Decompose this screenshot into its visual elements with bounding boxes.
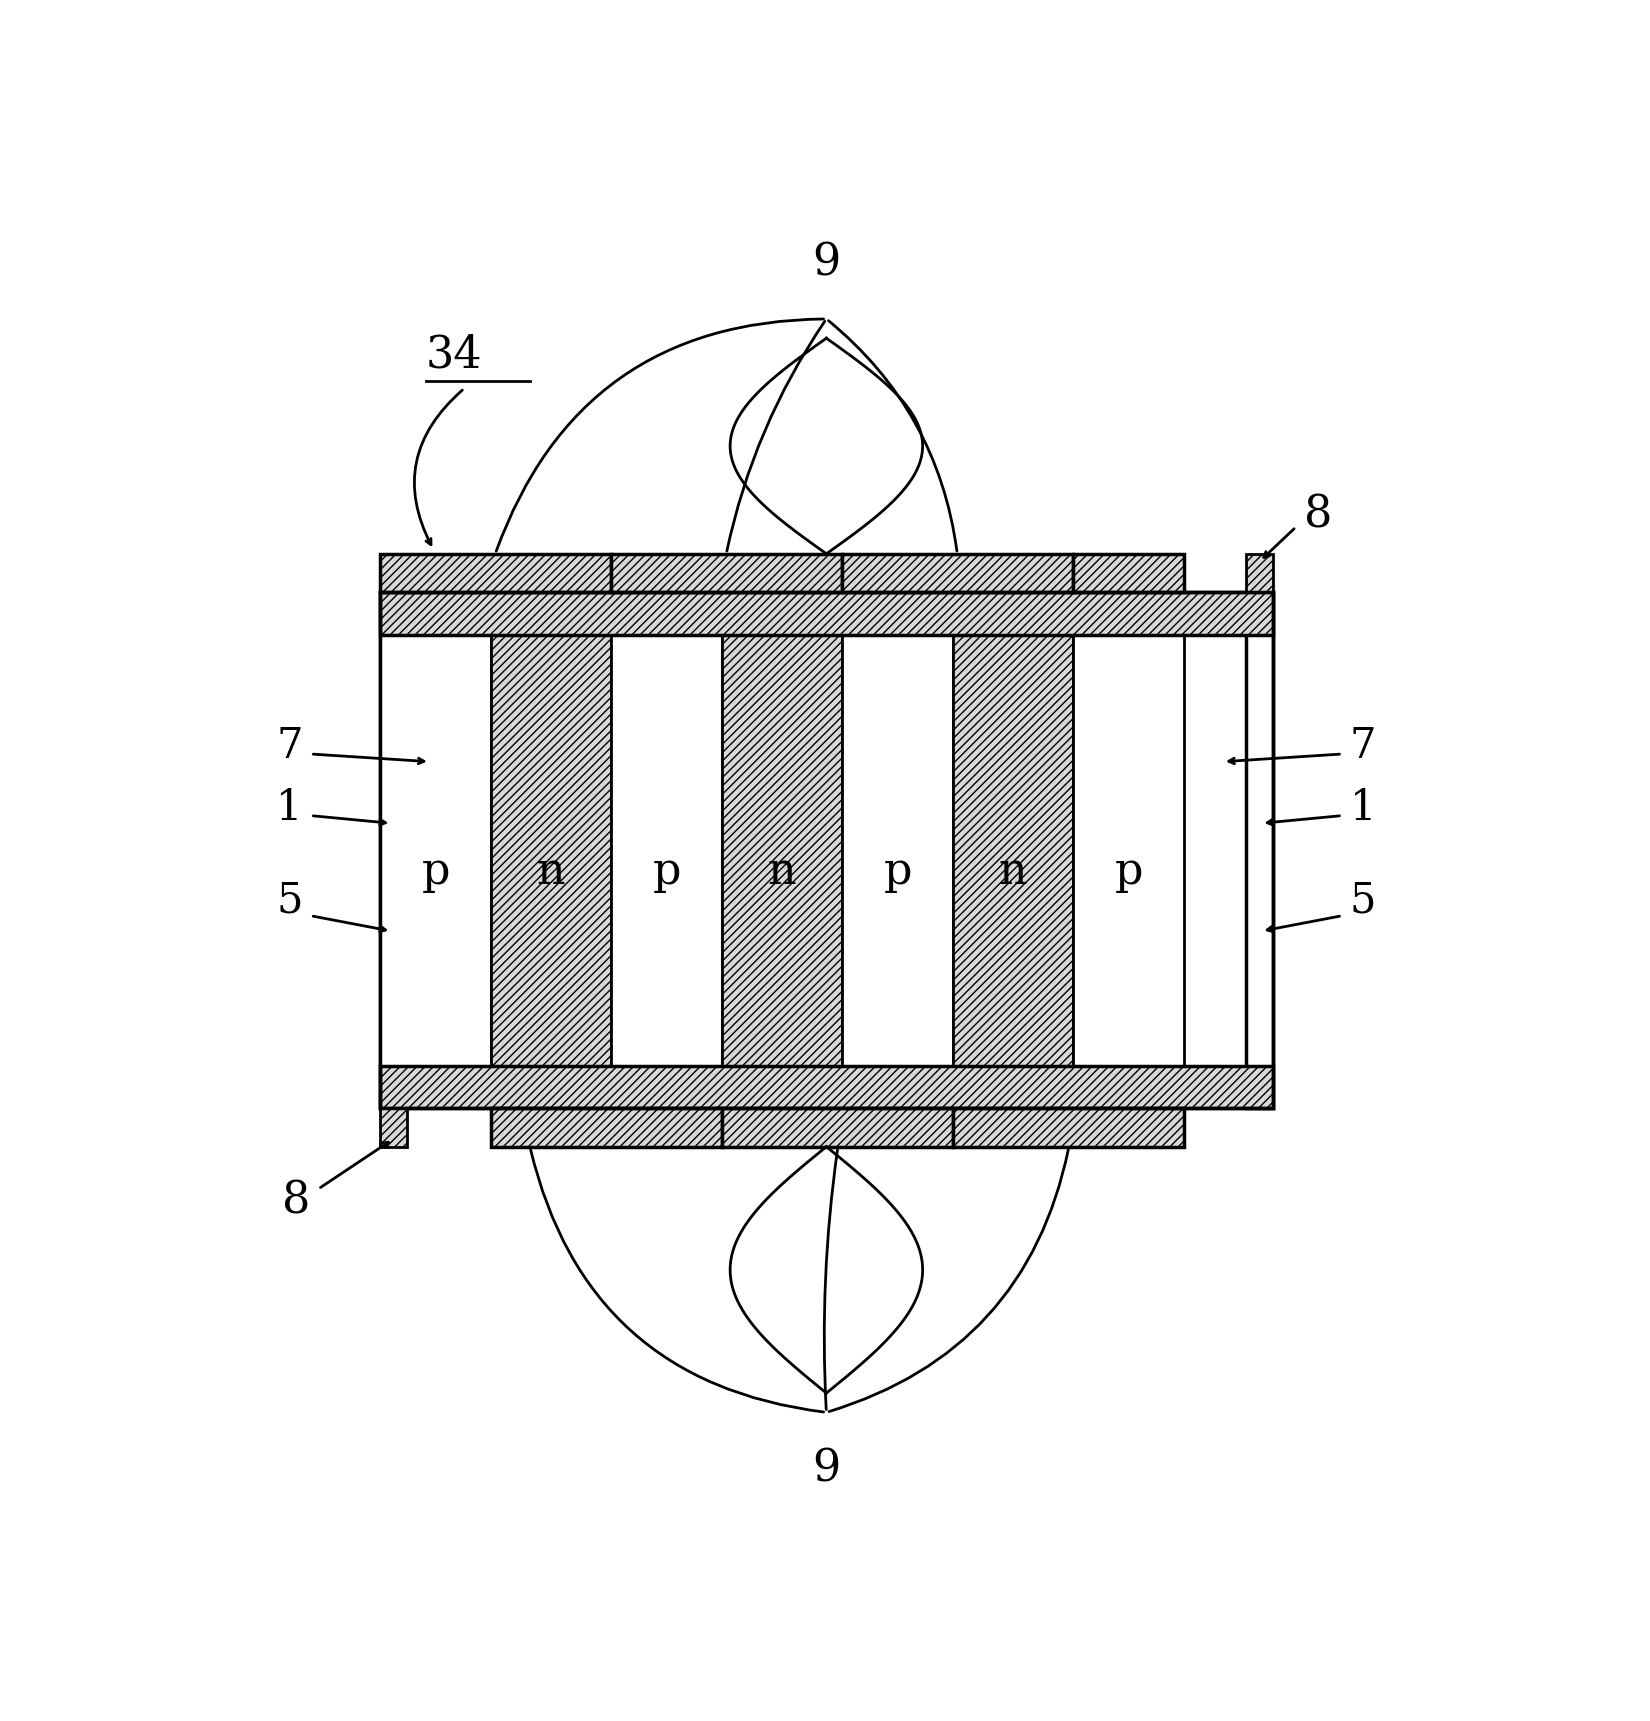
Bar — [954, 1108, 1185, 1146]
Text: p: p — [1114, 850, 1143, 893]
Bar — [610, 635, 723, 1065]
Text: 7: 7 — [1350, 725, 1376, 768]
Text: 5: 5 — [276, 879, 304, 921]
Text: p: p — [421, 850, 450, 893]
Bar — [1072, 554, 1185, 592]
Bar — [380, 592, 406, 1108]
Bar — [610, 554, 842, 592]
Text: n: n — [536, 850, 566, 893]
Text: 8: 8 — [1304, 494, 1332, 537]
Bar — [380, 1108, 406, 1146]
Bar — [380, 592, 1274, 1108]
Text: 7: 7 — [276, 725, 304, 768]
Bar — [492, 635, 610, 1065]
Bar — [723, 1108, 954, 1146]
Bar — [380, 592, 1274, 635]
Bar — [380, 554, 610, 592]
Bar — [842, 554, 1072, 592]
Bar — [723, 635, 842, 1065]
Bar — [1246, 554, 1274, 592]
Bar — [380, 1065, 1274, 1108]
Text: 5: 5 — [1350, 879, 1376, 921]
Bar — [380, 635, 492, 1065]
Text: n: n — [998, 850, 1028, 893]
Text: n: n — [767, 850, 797, 893]
Bar — [1072, 635, 1185, 1065]
Text: p: p — [652, 850, 681, 893]
Text: 34: 34 — [426, 334, 482, 377]
Bar — [1246, 592, 1274, 1108]
Text: 1: 1 — [1350, 786, 1376, 830]
Bar — [954, 635, 1072, 1065]
Text: 9: 9 — [812, 241, 840, 284]
Text: 9: 9 — [812, 1447, 840, 1490]
Text: 8: 8 — [282, 1179, 310, 1222]
Text: p: p — [883, 850, 912, 893]
Bar — [492, 1108, 723, 1146]
Text: 1: 1 — [277, 786, 304, 830]
Bar — [842, 635, 954, 1065]
